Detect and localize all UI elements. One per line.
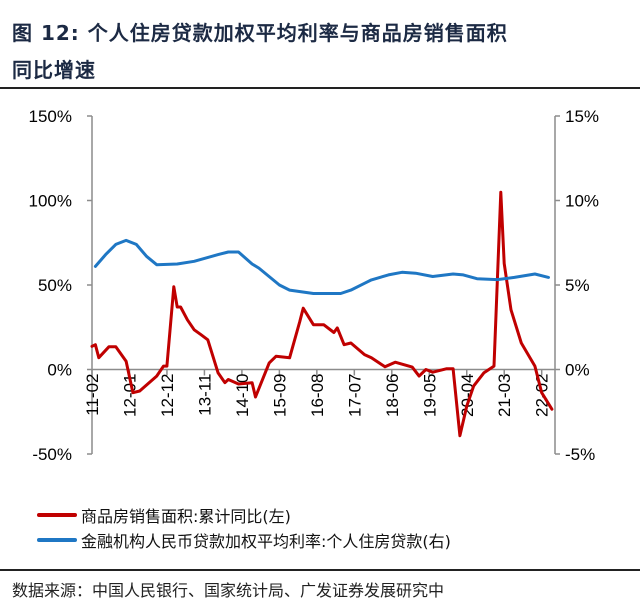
- x-tick-label: 18-06: [383, 374, 402, 417]
- x-tick-label: 12-12: [158, 374, 177, 417]
- x-tick-label: 12-01: [120, 374, 139, 417]
- left-tick-label: -50%: [32, 445, 72, 464]
- x-tick-label: 19-05: [420, 374, 439, 417]
- x-tick-label: 11-02: [83, 374, 102, 416]
- x-tick-label: 20-04: [458, 374, 477, 417]
- right-tick-label: 5%: [565, 276, 590, 295]
- left-tick-label: 150%: [29, 107, 72, 126]
- figure-title-line1: 图 12: 个人住房贷款加权平均利率与商品房销售面积: [12, 21, 508, 45]
- data-source-note: 数据来源：中国人民银行、国家统计局、广发证券发展研究中: [12, 581, 445, 600]
- title-divider: [0, 87, 640, 89]
- series-line-sales-area-yoy: [90, 190, 554, 438]
- right-tick-label: -5%: [565, 445, 595, 464]
- x-tick-label: 17-07: [345, 374, 364, 417]
- figure-title-line2: 同比增速: [12, 58, 96, 82]
- right-tick-label: 15%: [565, 107, 599, 126]
- series-line-mortgage-rate: [93, 238, 550, 295]
- right-tick-label: 0%: [565, 361, 590, 380]
- left-tick-label: 50%: [38, 276, 72, 295]
- left-tick-label: 0%: [47, 361, 72, 380]
- legend-swatch-blue: [37, 538, 77, 542]
- right-tick-label: 10%: [565, 192, 599, 211]
- left-tick-label: 100%: [29, 192, 72, 211]
- x-tick-label: 13-11: [195, 374, 214, 416]
- legend-label: 金融机构人民币贷款加权平均利率:个人住房贷款(右): [81, 532, 451, 551]
- x-tick-label: 15-09: [270, 374, 289, 417]
- legend-item-sales-area: 商品房销售面积:累计同比(左): [37, 503, 291, 527]
- legend-label: 商品房销售面积:累计同比(左): [81, 507, 291, 526]
- legend-item-mortgage-rate: 金融机构人民币贷款加权平均利率:个人住房贷款(右): [37, 528, 451, 552]
- legend-swatch-red: [37, 513, 77, 517]
- x-tick-label: 16-08: [308, 374, 327, 417]
- x-tick-label: 14-10: [233, 374, 252, 417]
- source-divider: [0, 569, 640, 571]
- x-tick-label: 21-03: [495, 373, 514, 416]
